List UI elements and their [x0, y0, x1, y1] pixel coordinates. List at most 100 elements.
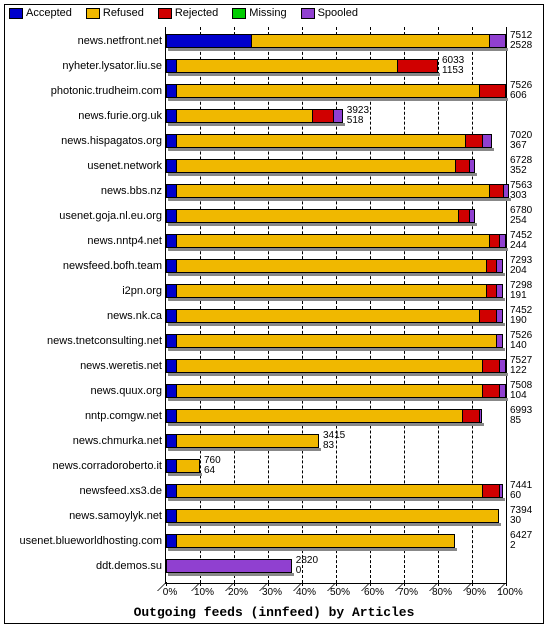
legend-label: Missing — [249, 7, 286, 19]
feed-label: news.netfront.net — [78, 35, 162, 47]
bar-row: news.nk.ca7452190 — [166, 304, 506, 329]
value-secondary: 60 — [510, 491, 521, 501]
value-secondary: 140 — [510, 341, 527, 351]
value-secondary: 303 — [510, 191, 527, 201]
value-secondary: 122 — [510, 366, 527, 376]
stacked-bar — [166, 409, 482, 423]
value-secondary: 244 — [510, 241, 527, 251]
feed-label: news.hispagatos.org — [61, 135, 162, 147]
legend-label: Accepted — [26, 7, 72, 19]
stacked-bar — [166, 534, 455, 548]
bar-segment — [176, 184, 489, 198]
bar-segment — [462, 409, 479, 423]
bar-segment — [176, 509, 499, 523]
bar-segment — [486, 259, 496, 273]
legend-swatch — [301, 8, 315, 19]
chart-frame: Accepted Refused Rejected Missing Spooled 0%… — [4, 4, 544, 624]
bar-segment — [176, 59, 397, 73]
bar-segment — [166, 134, 176, 148]
bar-segment — [166, 109, 176, 123]
value-secondary: 83 — [323, 441, 334, 451]
bar-segment — [166, 509, 176, 523]
bar-segment — [479, 84, 506, 98]
legend-label: Spooled — [318, 7, 358, 19]
legend-swatch — [86, 8, 100, 19]
bar-segment — [166, 559, 292, 573]
bar-segment — [176, 459, 200, 473]
bar-segment — [458, 209, 468, 223]
bar-segment — [176, 234, 489, 248]
bar-segment — [397, 59, 438, 73]
stacked-bar — [166, 209, 475, 223]
bar-segment — [176, 284, 485, 298]
bar-row: news.quux.org7508104 — [166, 379, 506, 404]
feed-label: i2pn.org — [122, 285, 162, 297]
bar-row: usenet.blueworldhosting.com64272 — [166, 529, 506, 554]
bar-segment — [176, 134, 465, 148]
bar-segment — [166, 84, 176, 98]
bar-row: i2pn.org7298191 — [166, 279, 506, 304]
value-secondary: 0 — [296, 566, 302, 576]
bar-segment — [496, 334, 503, 348]
bar-segment — [166, 384, 176, 398]
bar-segment — [499, 359, 506, 373]
bar-segment — [166, 34, 251, 48]
bar-segment — [251, 34, 489, 48]
feed-label: nyheter.lysator.liu.se — [62, 60, 162, 72]
feed-label: nntp.comgw.net — [85, 410, 162, 422]
bar-segment — [166, 184, 176, 198]
bar-segment — [166, 359, 176, 373]
bar-segment — [166, 284, 176, 298]
stacked-bar — [166, 384, 506, 398]
bar-row: photonic.trudheim.com7526606 — [166, 79, 506, 104]
bar-row: news.hispagatos.org7020367 — [166, 129, 506, 154]
legend-item: Rejected — [158, 7, 218, 19]
stacked-bar — [166, 284, 503, 298]
feed-label: usenet.goja.nl.eu.org — [59, 210, 162, 222]
grid-line — [506, 27, 507, 583]
bar-segment — [489, 234, 499, 248]
stacked-bar — [166, 34, 506, 48]
value-secondary: 1153 — [442, 66, 464, 76]
stacked-bar — [166, 559, 292, 573]
stacked-bar — [166, 159, 475, 173]
bar-row: newsfeed.xs3.de744160 — [166, 479, 506, 504]
bar-segment — [166, 234, 176, 248]
bar-segment — [482, 359, 499, 373]
bar-row: news.corradoroberto.it76064 — [166, 454, 506, 479]
stacked-bar — [166, 84, 506, 98]
value-secondary: 367 — [510, 141, 527, 151]
value-secondary: 518 — [347, 116, 364, 126]
bar-segment — [482, 484, 499, 498]
bar-segment — [166, 59, 176, 73]
stacked-bar — [166, 484, 503, 498]
bar-row: usenet.goja.nl.eu.org6780254 — [166, 204, 506, 229]
bar-segment — [333, 109, 343, 123]
bar-row: news.bbs.nz7563303 — [166, 179, 506, 204]
value-secondary: 254 — [510, 216, 527, 226]
legend-item: Missing — [232, 7, 286, 19]
feed-label: newsfeed.xs3.de — [79, 485, 162, 497]
bar-segment — [176, 209, 458, 223]
value-secondary: 2 — [510, 541, 516, 551]
bar-segment — [176, 434, 319, 448]
plot-area: 0%10%20%30%40%50%60%70%80%90%100%news.ne… — [165, 27, 506, 584]
bar-segment — [469, 209, 476, 223]
bar-segment — [486, 284, 496, 298]
bar-segment — [166, 334, 176, 348]
bar-segment — [166, 534, 176, 548]
bar-segment — [166, 159, 176, 173]
bar-segment — [499, 484, 502, 498]
bar-segment — [469, 159, 476, 173]
legend-item: Spooled — [301, 7, 358, 19]
legend: Accepted Refused Rejected Missing Spooled — [9, 7, 358, 19]
bar-segment — [176, 409, 462, 423]
bar-segment — [176, 84, 479, 98]
bar-segment — [496, 309, 503, 323]
bar-segment — [166, 484, 176, 498]
legend-label: Refused — [103, 7, 144, 19]
stacked-bar — [166, 134, 492, 148]
bar-segment — [496, 284, 503, 298]
bar-segment — [465, 134, 482, 148]
bar-segment — [479, 409, 482, 423]
